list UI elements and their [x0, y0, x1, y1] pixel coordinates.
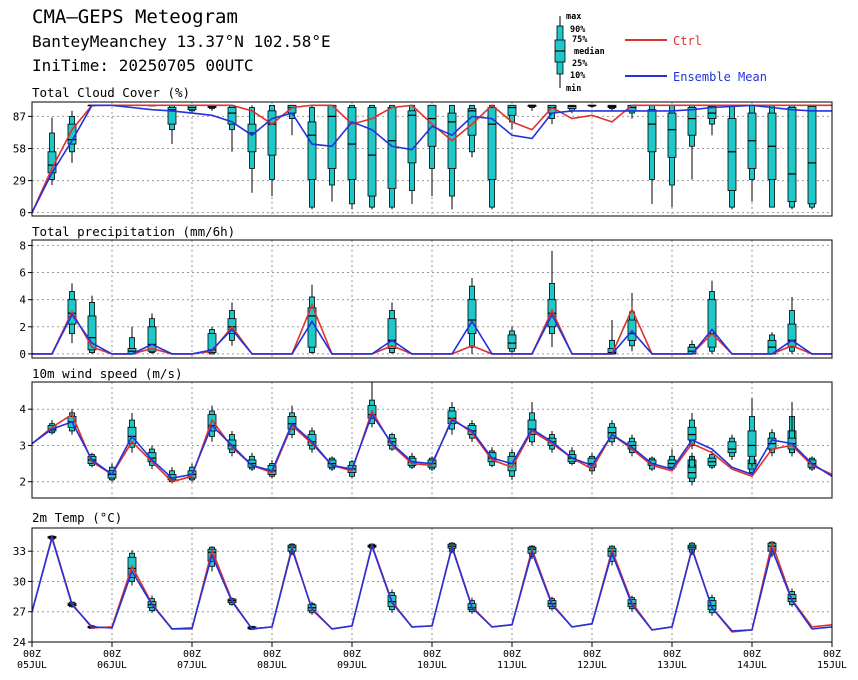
panel-frame [31, 239, 833, 359]
legend-box-label: min [566, 83, 581, 94]
box-inner [487, 107, 497, 180]
x-tick-label-hour: 00Z [343, 649, 361, 660]
legend-box-label: max [566, 12, 581, 22]
y-tick-label: 4 [19, 403, 26, 416]
box-inner [267, 110, 277, 156]
x-tick-label-hour: 00Z [823, 649, 841, 660]
box-inner [387, 107, 397, 189]
y-tick-label: 2 [19, 321, 26, 334]
ensemble-mean-line [32, 312, 832, 355]
x-tick-label-hour: 00Z [503, 649, 521, 660]
y-tick-label: 8 [19, 239, 26, 252]
box-inner [727, 118, 737, 191]
ctrl-line [32, 409, 832, 483]
x-tick-label-date: 06JUL [97, 660, 127, 671]
box-inner [227, 107, 237, 125]
box-inner [387, 318, 397, 349]
x-tick-label-date: 14JUL [737, 660, 767, 671]
box-inner [407, 110, 417, 164]
legend-box-label: 10% [570, 71, 586, 81]
box-inner [467, 299, 477, 334]
y-tick-label: 27 [13, 606, 26, 619]
x-tick-label-date: 08JUL [257, 660, 287, 671]
box-inner [167, 107, 177, 125]
ensemble-mean-line [32, 535, 832, 632]
box-inner [367, 107, 377, 197]
box-inner [687, 107, 697, 136]
panel-title: Total precipitation (mm/6h) [32, 224, 235, 239]
x-tick-label-date: 07JUL [177, 660, 207, 671]
x-tick-label-date: 10JUL [417, 660, 447, 671]
x-tick-label-hour: 00Z [183, 649, 201, 660]
box-group [32, 250, 832, 355]
y-tick-label: 87 [13, 110, 26, 123]
box-inner [667, 112, 677, 158]
y-tick-label: 4 [19, 294, 26, 307]
box-inner [467, 108, 477, 136]
x-tick-label-hour: 00Z [743, 649, 761, 660]
box-inner [507, 334, 517, 349]
panel-frame [31, 101, 833, 217]
box-inner [727, 441, 737, 454]
box-inner [147, 326, 157, 352]
y-tick-label: 3 [19, 439, 26, 452]
y-tick-label: 58 [13, 142, 26, 155]
legend-box-label: 25% [572, 59, 588, 69]
y-tick-label: 6 [19, 267, 26, 280]
y-tick-label: 0 [19, 348, 26, 361]
legend-box-label: 75% [572, 35, 588, 45]
y-tick-label: 30 [13, 575, 26, 588]
box-group [32, 534, 832, 633]
box-inner [747, 430, 757, 457]
x-tick-label-hour: 00Z [263, 649, 281, 660]
location-label: BanteyMeanchey 13.37°N 102.58°E [32, 32, 331, 51]
x-tick-label-date: 15JUL [817, 660, 847, 671]
panel-title: 10m wind speed (m/s) [32, 366, 183, 381]
panel-title: 2m Temp (°C) [32, 510, 122, 525]
init-time-label: IniTime: 20250705 00UTC [32, 56, 254, 75]
box-inner [247, 123, 257, 153]
ctrl-line [32, 104, 832, 214]
x-tick-label-hour: 00Z [583, 649, 601, 660]
panel-frame [31, 381, 833, 499]
y-tick-label: 0 [19, 207, 26, 220]
page-title: CMA–GEPS Meteogram [32, 6, 238, 28]
box-inner [787, 323, 797, 348]
box-inner [647, 109, 657, 153]
x-tick-label-hour: 00Z [23, 649, 41, 660]
box-inner [687, 426, 697, 441]
legend-box-label: 90% [570, 25, 586, 35]
x-tick-label-hour: 00Z [663, 649, 681, 660]
legend-mean-label: Ensemble Mean [673, 70, 767, 84]
box-inner [307, 121, 317, 180]
box-inner [207, 414, 217, 432]
ensemble-mean-line [32, 104, 832, 214]
x-tick-label-hour: 00Z [103, 649, 121, 660]
x-tick-label-date: 05JUL [17, 660, 47, 671]
y-tick-label: 33 [13, 545, 26, 558]
x-tick-label-date: 11JUL [497, 660, 527, 671]
box-inner [507, 104, 517, 116]
y-tick-label: 29 [13, 175, 26, 188]
box-inner [87, 315, 97, 351]
box-inner [527, 419, 537, 435]
box-inner [707, 299, 717, 348]
box-inner [787, 107, 797, 203]
box-inner [207, 333, 217, 353]
panel-title: Total Cloud Cover (%) [32, 85, 190, 100]
y-tick-label: 24 [13, 636, 27, 649]
x-tick-label-date: 12JUL [577, 660, 607, 671]
legend-ctrl-label: Ctrl [673, 34, 702, 48]
box-group [32, 104, 832, 214]
box-inner [327, 104, 337, 169]
ensemble-mean-line [32, 412, 832, 479]
box-group [32, 382, 832, 486]
legend-box-label: median [574, 46, 605, 57]
x-tick-label-date: 09JUL [337, 660, 367, 671]
box-inner [807, 106, 817, 205]
x-tick-label-hour: 00Z [423, 649, 441, 660]
y-tick-label: 2 [19, 476, 26, 489]
x-tick-label-date: 13JUL [657, 660, 687, 671]
